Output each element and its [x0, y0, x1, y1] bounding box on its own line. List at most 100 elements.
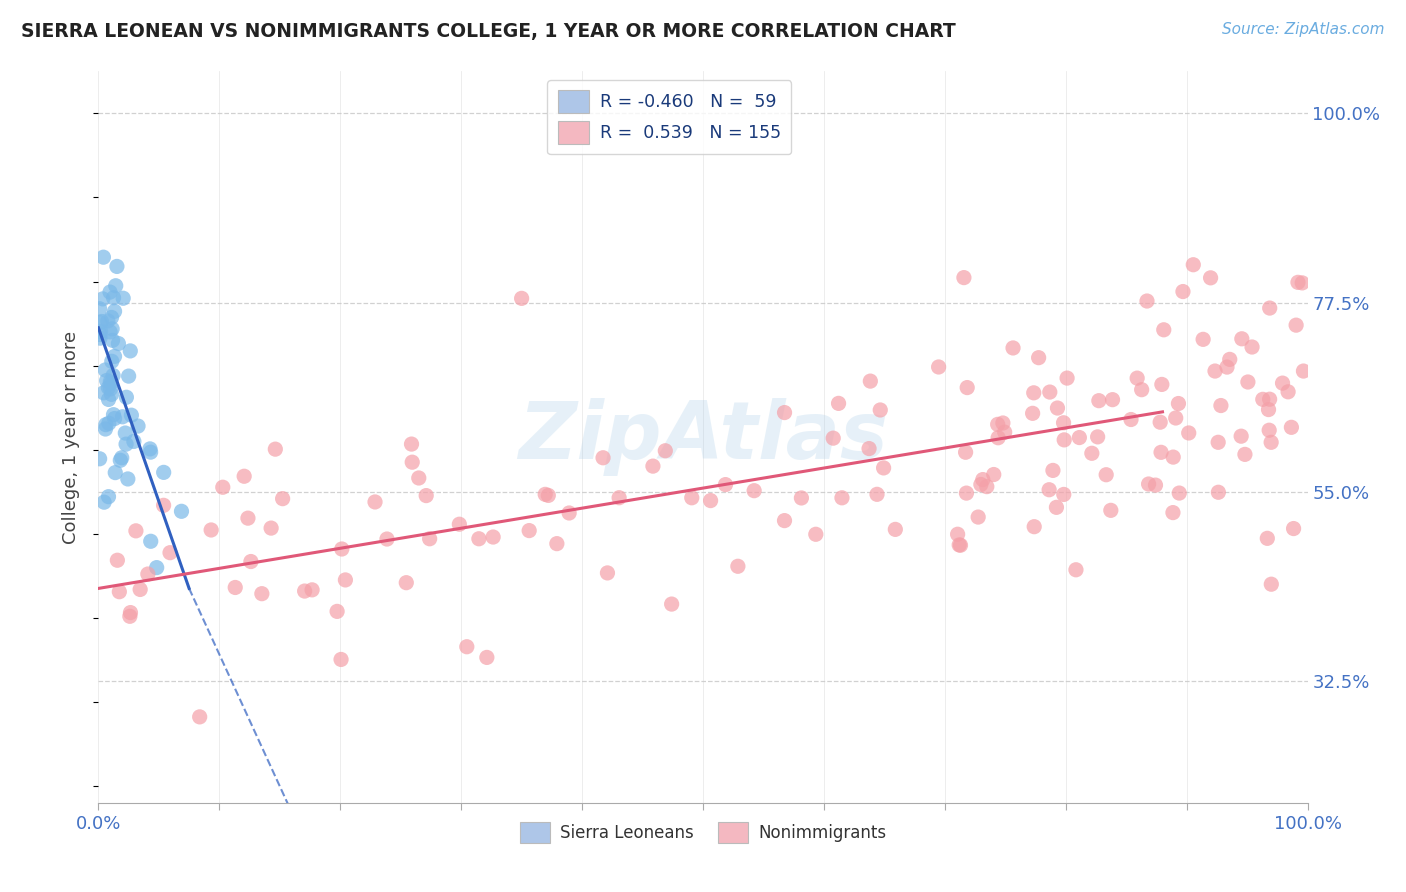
Legend: Sierra Leoneans, Nonimmigrants: Sierra Leoneans, Nonimmigrants — [513, 815, 893, 849]
Text: Source: ZipAtlas.com: Source: ZipAtlas.com — [1222, 22, 1385, 37]
Point — [115, 437, 138, 451]
Point — [558, 506, 581, 520]
Point — [1241, 340, 1264, 354]
Point — [1042, 463, 1064, 477]
Point — [301, 582, 323, 597]
Point — [105, 553, 128, 567]
Point — [1052, 416, 1074, 430]
Point — [94, 417, 117, 432]
Point — [188, 710, 211, 724]
Point — [1209, 399, 1232, 413]
Point — [869, 403, 891, 417]
Point — [120, 606, 142, 620]
Point — [110, 453, 132, 467]
Point — [408, 471, 430, 485]
Point — [1126, 371, 1149, 385]
Point — [1081, 446, 1104, 460]
Point — [1069, 431, 1091, 445]
Point — [103, 350, 125, 364]
Point — [1101, 392, 1123, 407]
Point — [773, 514, 796, 528]
Point — [107, 336, 129, 351]
Point — [103, 408, 125, 422]
Point — [946, 527, 969, 541]
Point — [139, 534, 162, 549]
Point — [831, 491, 853, 505]
Point — [233, 469, 256, 483]
Point — [1095, 467, 1118, 482]
Point — [872, 461, 894, 475]
Point — [100, 310, 122, 325]
Point — [1087, 430, 1109, 444]
Point — [94, 363, 117, 377]
Point — [93, 385, 115, 400]
Point — [1182, 258, 1205, 272]
Point — [1164, 411, 1187, 425]
Point — [97, 381, 120, 395]
Point — [136, 567, 159, 582]
Point — [200, 523, 222, 537]
Point — [956, 381, 979, 395]
Point — [1257, 402, 1279, 417]
Point — [111, 409, 134, 424]
Point — [953, 270, 976, 285]
Point — [98, 375, 121, 389]
Point — [94, 422, 117, 436]
Point — [93, 250, 115, 264]
Point — [419, 532, 441, 546]
Point — [1053, 433, 1076, 447]
Point — [122, 434, 145, 449]
Point — [884, 522, 907, 536]
Point — [970, 477, 993, 491]
Point — [955, 486, 977, 500]
Point — [1237, 375, 1260, 389]
Point — [1206, 435, 1229, 450]
Point — [89, 301, 111, 316]
Point — [1171, 285, 1194, 299]
Point — [449, 517, 471, 532]
Point — [98, 285, 121, 299]
Point — [1260, 577, 1282, 591]
Point — [117, 472, 139, 486]
Point — [1286, 276, 1309, 290]
Point — [1168, 486, 1191, 500]
Point — [976, 480, 998, 494]
Point — [1230, 429, 1253, 443]
Point — [100, 387, 122, 401]
Point — [111, 450, 134, 465]
Point — [120, 343, 142, 358]
Point — [395, 575, 418, 590]
Point — [534, 487, 557, 501]
Point — [97, 490, 120, 504]
Point — [1161, 506, 1184, 520]
Point — [115, 390, 138, 404]
Point — [415, 489, 437, 503]
Point — [101, 322, 124, 336]
Point — [401, 437, 423, 451]
Point — [1204, 364, 1226, 378]
Point — [1119, 412, 1142, 426]
Point — [592, 450, 614, 465]
Point — [1021, 406, 1043, 420]
Point — [1177, 425, 1199, 440]
Point — [955, 445, 977, 459]
Point — [607, 491, 630, 505]
Point — [97, 416, 120, 430]
Point — [294, 584, 316, 599]
Point — [1258, 301, 1281, 315]
Point — [537, 488, 560, 502]
Point — [596, 566, 619, 580]
Point — [1258, 392, 1281, 407]
Point — [96, 374, 118, 388]
Point — [1219, 352, 1241, 367]
Point — [456, 640, 478, 654]
Point — [1046, 401, 1069, 415]
Point — [91, 292, 114, 306]
Point — [145, 560, 167, 574]
Point — [1056, 371, 1078, 385]
Point — [1136, 293, 1159, 308]
Point — [103, 304, 125, 318]
Point — [1260, 435, 1282, 450]
Point — [858, 442, 880, 456]
Point — [482, 530, 505, 544]
